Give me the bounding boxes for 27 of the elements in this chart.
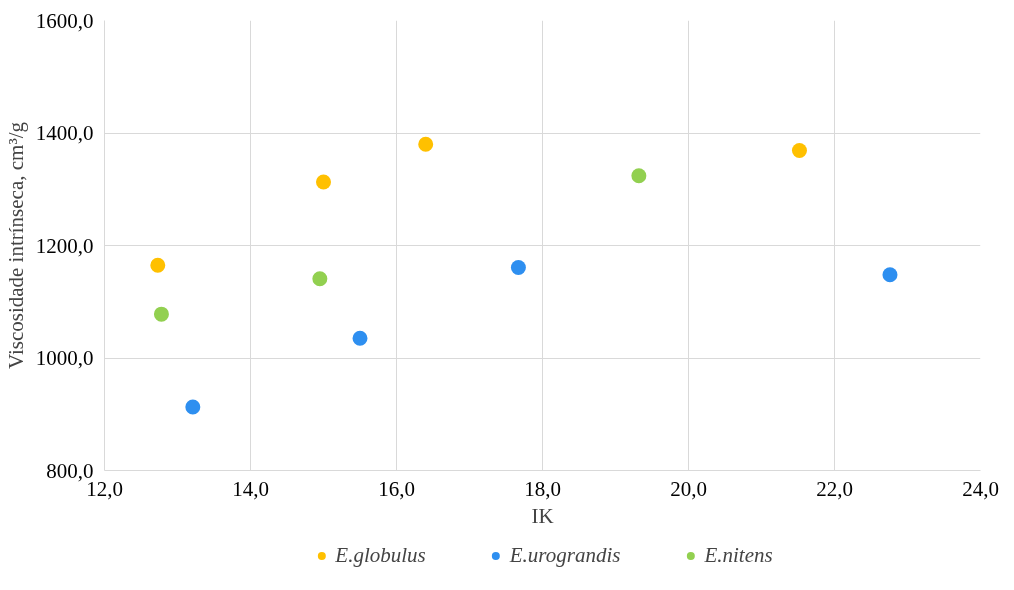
y-tick-label: 1000,0 — [35, 346, 94, 370]
x-tick-label: 16,0 — [378, 476, 415, 501]
legend-label: E.nitens — [704, 542, 773, 568]
point — [418, 136, 434, 152]
y-tick-label: 1400,0 — [35, 121, 94, 145]
legend-label: E.globulus — [335, 542, 426, 568]
point — [882, 267, 898, 283]
point — [510, 259, 526, 275]
point — [631, 168, 647, 184]
legend-label: E.urograndis — [509, 542, 621, 568]
y-tick-label: 800,0 — [46, 458, 94, 483]
x-tick-label: 24,0 — [962, 476, 999, 501]
x-tick-label: 22,0 — [816, 476, 853, 501]
y-tick-label: 1600,0 — [35, 8, 94, 33]
y-axis-title: Viscosidade intrínseca, cm³/g — [3, 121, 28, 370]
point — [316, 174, 331, 190]
x-tick-label: 20,0 — [670, 476, 707, 501]
x-tick-label: 14,0 — [232, 476, 269, 501]
point — [185, 399, 201, 415]
point — [791, 142, 807, 158]
y-tick-label: 1200,0 — [35, 233, 94, 258]
point — [312, 271, 328, 287]
point — [150, 257, 166, 273]
x-axis-title: IK — [531, 503, 554, 528]
x-tick-label: 18,0 — [524, 476, 561, 501]
point — [352, 330, 368, 346]
point — [153, 306, 169, 322]
